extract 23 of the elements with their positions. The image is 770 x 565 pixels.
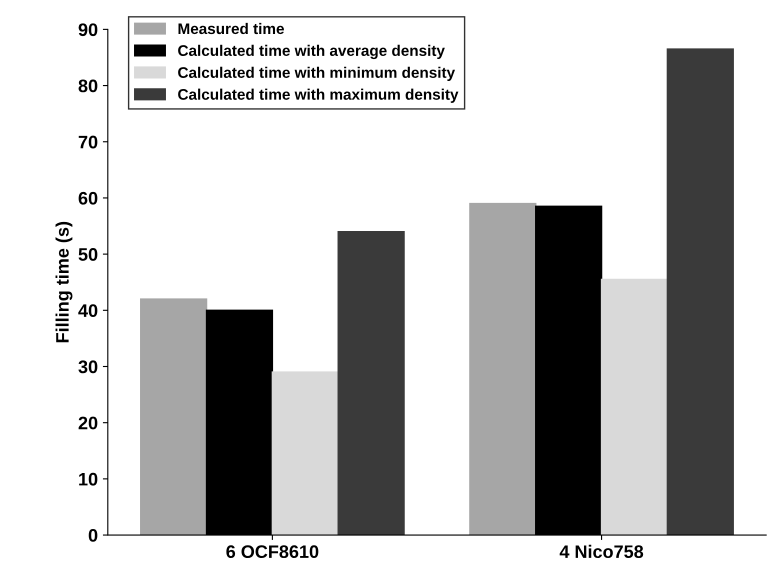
x-tick-label: 6 OCF8610 — [226, 545, 318, 558]
bar — [469, 202, 536, 536]
bar — [600, 278, 668, 536]
y-tick-label: 90 — [78, 23, 98, 36]
y-tick-label: 50 — [78, 248, 98, 261]
y-tick-label: 40 — [78, 304, 98, 318]
y-tick-label: 70 — [78, 136, 98, 148]
legend-label: Measured time — [178, 22, 284, 34]
y-tick-label: 30 — [78, 360, 98, 374]
bar — [272, 371, 339, 536]
legend-label: Calculated time with maximum density — [178, 88, 458, 103]
bar — [140, 298, 208, 536]
y-tick-label: 10 — [79, 472, 98, 486]
y-axis-title: Filling time (s) — [56, 222, 72, 342]
bar — [666, 48, 734, 536]
y-tick-label: 20 — [78, 416, 98, 430]
y-tick-label: 60 — [78, 192, 98, 205]
legend-label: Calculated time with average density — [178, 44, 445, 60]
x-tick-label: 4 Nico758 — [560, 544, 644, 558]
bar — [338, 230, 405, 536]
y-tick-label: 80 — [78, 80, 98, 92]
y-tick-label: 0 — [88, 528, 98, 542]
legend-label: Calculated time with minimum density — [178, 66, 456, 81]
